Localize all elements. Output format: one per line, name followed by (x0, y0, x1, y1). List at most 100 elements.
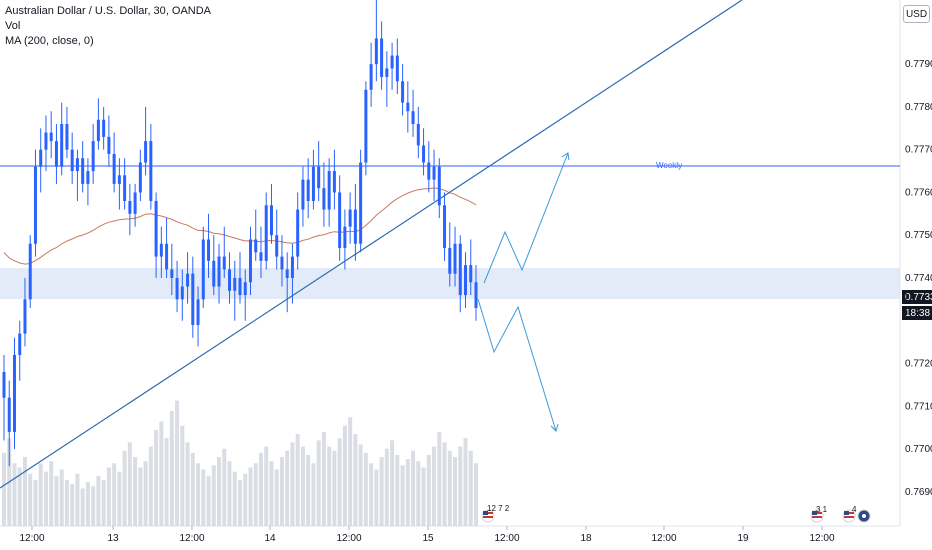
candle[interactable] (75, 149, 79, 201)
currency-button[interactable]: USD (903, 5, 930, 23)
symbol-title[interactable]: Australian Dollar / U.S. Dollar, 30, OAN… (5, 5, 212, 17)
candle[interactable] (259, 226, 263, 278)
candle[interactable] (54, 124, 58, 184)
candle[interactable] (406, 81, 410, 133)
ma-line[interactable] (3, 187, 477, 265)
candle[interactable] (353, 183, 357, 261)
candle[interactable] (28, 235, 32, 308)
candle[interactable] (133, 183, 137, 227)
candle[interactable] (432, 149, 436, 201)
candle[interactable] (290, 243, 294, 304)
candle[interactable] (107, 115, 111, 167)
candle[interactable] (144, 106, 148, 176)
candle[interactable] (448, 222, 452, 287)
ma-indicator-label[interactable]: MA (200, close, 0) (5, 35, 94, 47)
event-marker-3[interactable]: 4 (842, 505, 871, 523)
candle[interactable] (343, 209, 347, 270)
candle[interactable] (390, 42, 394, 90)
price-axis[interactable]: 0.77900 0.77800 0.77700 0.77600 0.77500 0.774… (905, 59, 932, 498)
candle[interactable] (7, 380, 11, 467)
candle[interactable] (280, 235, 284, 287)
candle[interactable] (285, 252, 289, 313)
candle[interactable] (411, 89, 415, 137)
candle[interactable] (81, 141, 85, 193)
trendline[interactable] (0, 0, 743, 489)
candle[interactable] (296, 192, 300, 270)
candle[interactable] (49, 111, 53, 159)
candle[interactable] (422, 128, 426, 176)
event-marker-2[interactable]: 3 1 (810, 505, 828, 523)
candle[interactable] (385, 51, 389, 107)
candle[interactable] (322, 162, 326, 227)
candle[interactable] (102, 106, 106, 150)
candle[interactable] (238, 252, 242, 304)
candle[interactable] (201, 226, 205, 308)
candle[interactable] (39, 128, 43, 193)
candle[interactable] (443, 192, 447, 261)
candle[interactable] (374, 0, 378, 82)
candle[interactable] (180, 269, 184, 321)
candle[interactable] (70, 132, 74, 184)
bearish-projection-path[interactable] (477, 298, 557, 432)
candle[interactable] (395, 38, 399, 95)
candle[interactable] (427, 141, 431, 193)
candle[interactable] (186, 252, 190, 304)
event-marker-1[interactable]: 12 7 2 (481, 504, 510, 523)
candle[interactable] (338, 175, 342, 261)
candle[interactable] (33, 149, 37, 257)
candle[interactable] (191, 256, 195, 338)
candle[interactable] (96, 98, 100, 150)
candle[interactable] (364, 81, 368, 176)
candle[interactable] (416, 106, 420, 159)
candle[interactable] (228, 252, 232, 304)
candle[interactable] (264, 192, 268, 270)
candle[interactable] (154, 192, 158, 278)
candle[interactable] (332, 149, 336, 210)
candle[interactable] (2, 354, 6, 441)
candle[interactable] (301, 166, 305, 227)
candle[interactable] (453, 226, 457, 287)
candle[interactable] (117, 158, 121, 210)
candle[interactable] (175, 260, 179, 313)
candle[interactable] (212, 235, 216, 296)
candle[interactable] (18, 320, 22, 381)
candle[interactable] (248, 226, 252, 296)
candle[interactable] (306, 158, 310, 219)
candle[interactable] (311, 149, 315, 210)
candle[interactable] (86, 158, 90, 206)
chart-legend[interactable]: Australian Dollar / U.S. Dollar, 30, OAN… (5, 4, 211, 49)
candle[interactable] (91, 124, 95, 184)
candle[interactable] (207, 213, 211, 278)
candle[interactable] (12, 337, 16, 450)
candle[interactable] (327, 158, 331, 227)
candle[interactable] (401, 64, 405, 116)
candle[interactable] (380, 21, 384, 90)
candle[interactable] (196, 286, 200, 347)
candle[interactable] (123, 158, 127, 210)
candle[interactable] (138, 149, 142, 201)
candle[interactable] (23, 277, 27, 347)
candle[interactable] (437, 158, 441, 219)
candle[interactable] (359, 149, 363, 253)
candle[interactable] (469, 239, 473, 296)
candle[interactable] (217, 243, 221, 304)
candle[interactable] (44, 115, 48, 172)
candle[interactable] (128, 183, 132, 236)
candle[interactable] (60, 102, 64, 176)
candle[interactable] (317, 141, 321, 201)
volume-indicator-label[interactable]: Vol (5, 20, 21, 32)
candle[interactable] (170, 243, 174, 296)
candle[interactable] (269, 183, 273, 244)
candle[interactable] (474, 265, 478, 321)
candle[interactable] (275, 209, 279, 270)
candle[interactable] (159, 226, 163, 278)
candle[interactable] (112, 132, 116, 193)
candle[interactable] (233, 260, 237, 321)
candle[interactable] (165, 218, 169, 278)
candle[interactable] (369, 42, 373, 107)
candles[interactable] (2, 0, 478, 467)
time-axis[interactable]: 12:00 13 12:00 14 12:00 15 12:00 18 12:00 19 12:00 (19, 526, 835, 544)
candle[interactable] (149, 124, 153, 210)
